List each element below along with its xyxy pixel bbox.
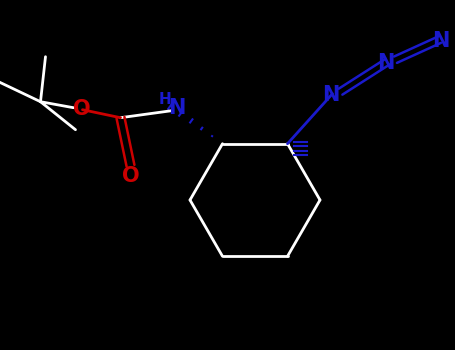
Text: N: N [432, 31, 449, 51]
Text: N: N [168, 98, 185, 118]
Text: O: O [121, 166, 139, 186]
Text: O: O [73, 99, 90, 119]
Text: H: H [158, 92, 171, 107]
Text: N: N [377, 53, 394, 73]
Text: N: N [322, 85, 339, 105]
